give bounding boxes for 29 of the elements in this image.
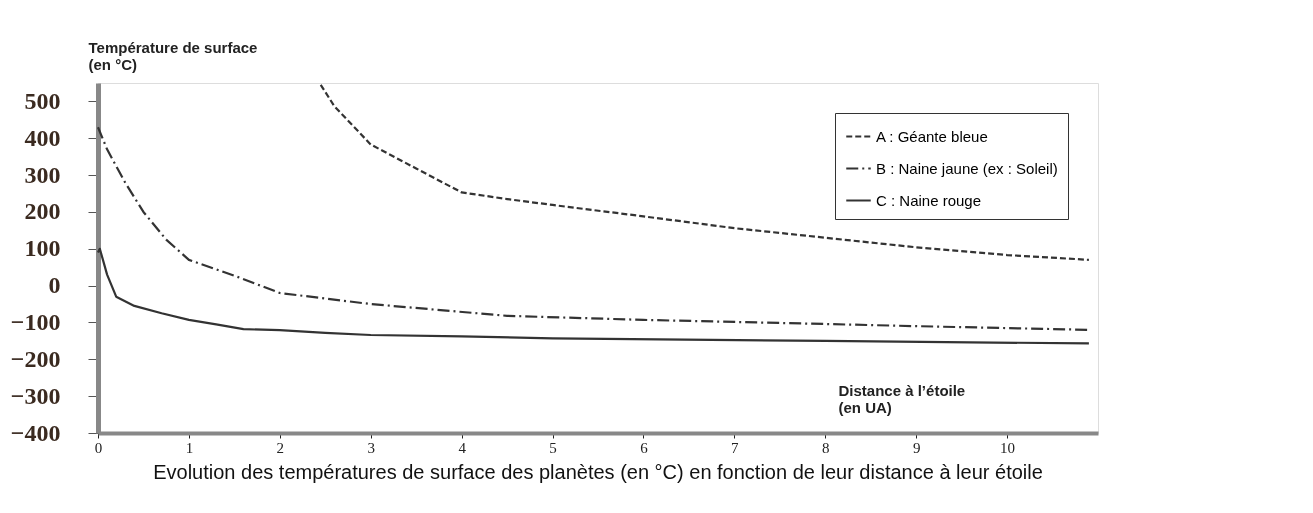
- x-tick-label: 10: [1000, 439, 1016, 456]
- x-tick-label: 9: [912, 439, 921, 456]
- y-tick-label: 100: [24, 235, 61, 262]
- y-tick-label: 500: [24, 87, 61, 114]
- y-tick-label: 200: [24, 198, 61, 225]
- y-tick-label: 300: [24, 161, 61, 188]
- text: Evolution des températures de surface des planètes (en °C) en fonction de leur distance à leur étoile: [153, 461, 1043, 483]
- x-axis-title: Distance à l’étoile (en UA): [838, 381, 966, 416]
- x-tick-label: 7: [731, 439, 740, 456]
- y-tick-label: −100: [10, 308, 61, 335]
- x-tick-label: 4: [458, 439, 467, 456]
- y-axis-title: Température de surface (en °C): [88, 38, 258, 73]
- x-tick-label: 1: [185, 439, 194, 456]
- x-tick-label: 0: [94, 439, 103, 456]
- x-tick-label: 2: [276, 439, 285, 456]
- line-series: [96, 247, 1091, 345]
- legend-label: A : Géante bleue: [876, 127, 988, 145]
- line-series: [319, 83, 1091, 261]
- legend-label: C : Naine rouge: [876, 191, 982, 209]
- legend-label: B : Naine jaune (ex : Soleil): [876, 159, 1058, 177]
- y-tick-label: −400: [10, 419, 61, 446]
- x-tick-label: 3: [367, 439, 375, 456]
- y-tick-label: −300: [10, 382, 61, 409]
- x-tick-label: 5: [549, 439, 557, 456]
- x-tick-label: 8: [822, 439, 830, 456]
- x-tick-label: 6: [640, 439, 649, 456]
- y-tick-label: 400: [24, 124, 61, 151]
- y-tick-label: −200: [10, 345, 61, 372]
- y-tick-label: 0: [48, 272, 61, 299]
